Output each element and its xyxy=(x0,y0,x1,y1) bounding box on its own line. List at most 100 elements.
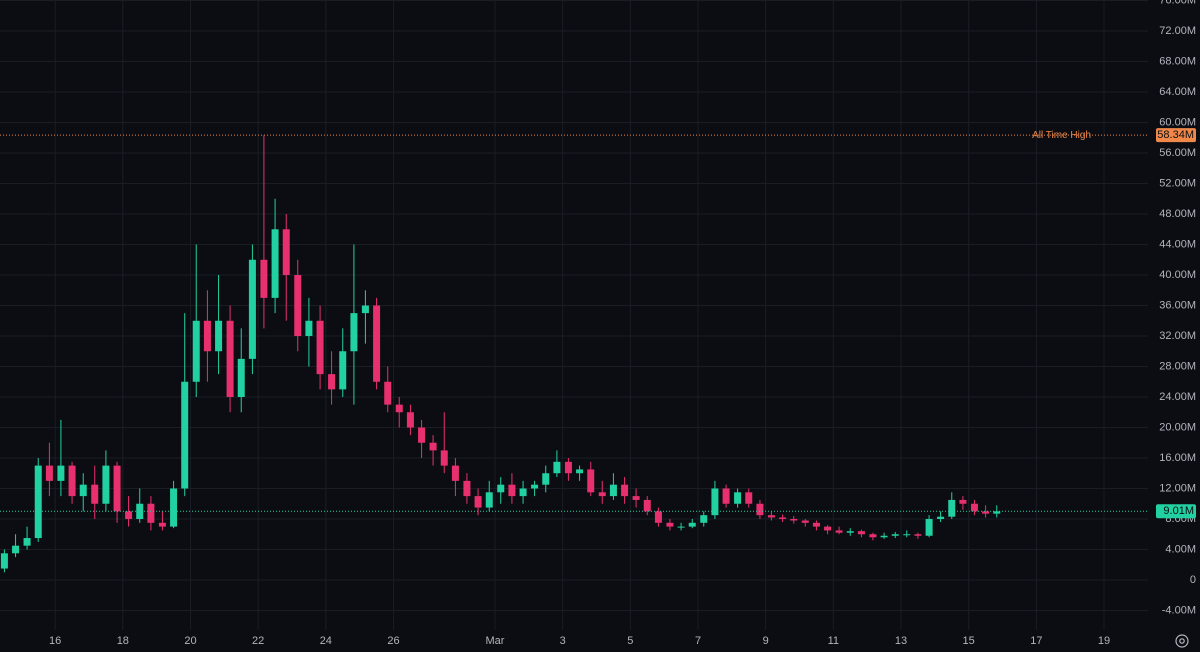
candle-body xyxy=(959,499,967,504)
candle-body xyxy=(688,522,696,527)
candle-body xyxy=(824,526,832,531)
candle-body xyxy=(903,534,911,536)
candle-body xyxy=(79,484,87,497)
x-tick-label: 15 xyxy=(963,635,975,647)
y-tick-label: 60.00M xyxy=(1159,116,1196,128)
candle-body xyxy=(982,511,990,514)
settings-icon[interactable] xyxy=(1175,634,1189,648)
candle-body xyxy=(203,320,211,352)
x-tick-label: 19 xyxy=(1098,635,1110,647)
candle-body xyxy=(970,503,978,512)
candle-body xyxy=(553,461,561,474)
settings-dot xyxy=(1179,638,1185,644)
candle-body xyxy=(767,515,775,518)
candle-body xyxy=(248,259,256,359)
candle-body xyxy=(102,465,110,504)
candle-body xyxy=(91,484,99,504)
candle-body xyxy=(226,320,234,397)
candle-body xyxy=(305,320,313,337)
candle-body xyxy=(519,488,527,497)
x-tick-label: 11 xyxy=(828,635,839,647)
candle-body xyxy=(474,496,482,508)
candle-body xyxy=(237,358,245,397)
candle-body xyxy=(993,511,1001,514)
candle-body xyxy=(654,511,662,523)
candle-body xyxy=(745,492,753,504)
x-tick-label: 7 xyxy=(695,635,701,647)
x-tick-label: 26 xyxy=(387,635,399,647)
candle-body xyxy=(429,442,437,451)
candle-body xyxy=(835,530,843,533)
price-line-text: All Time High xyxy=(1032,130,1091,141)
candle-body xyxy=(925,518,933,536)
y-tick-label: 72.00M xyxy=(1159,25,1196,37)
y-tick-label: 0 xyxy=(1190,574,1196,586)
y-tick-label: 4.00M xyxy=(1165,543,1196,555)
candle-body xyxy=(531,484,539,489)
candle-body xyxy=(711,488,719,516)
candle-body xyxy=(181,381,189,489)
candle-body xyxy=(350,313,358,352)
candle-body xyxy=(361,305,369,314)
candle-body xyxy=(857,531,865,535)
settings-ring xyxy=(1175,634,1189,648)
candle-body xyxy=(700,515,708,523)
y-tick-label: 32.00M xyxy=(1159,330,1196,342)
x-tick-label: 20 xyxy=(184,635,196,647)
candle-body xyxy=(497,484,505,493)
candle-body xyxy=(722,488,730,504)
candle-body xyxy=(485,492,493,508)
candle-body xyxy=(384,381,392,405)
candle-body xyxy=(316,320,324,375)
y-tick-label: 56.00M xyxy=(1159,147,1196,159)
candle-body xyxy=(621,484,629,497)
y-tick-label: 20.00M xyxy=(1159,421,1196,433)
y-tick-label: 40.00M xyxy=(1159,269,1196,281)
y-tick-label: 44.00M xyxy=(1159,238,1196,250)
x-tick-label: 3 xyxy=(560,635,566,647)
candle-body xyxy=(34,465,42,539)
candle-body xyxy=(463,480,471,497)
x-tick-label: 9 xyxy=(763,635,769,647)
x-tick-label: 22 xyxy=(252,635,264,647)
candle-body xyxy=(192,320,200,382)
candle-body xyxy=(395,404,403,413)
y-tick-label: 12.00M xyxy=(1159,482,1196,494)
candle-body xyxy=(587,469,595,493)
candle-body xyxy=(0,553,8,569)
candle-body xyxy=(271,229,279,298)
price-tag xyxy=(1156,128,1196,143)
candle-body xyxy=(576,469,584,474)
price-tag-label: 58.34M xyxy=(1157,129,1194,141)
candle-body xyxy=(158,522,166,527)
candle-body xyxy=(891,534,899,536)
y-tick-label: 48.00M xyxy=(1159,208,1196,220)
candle-body xyxy=(812,522,820,527)
candle-body xyxy=(125,511,133,519)
y-tick-label: 16.00M xyxy=(1159,452,1196,464)
candle-body xyxy=(869,534,877,538)
candle-body xyxy=(734,492,742,504)
candle-body xyxy=(45,465,53,481)
candle-body xyxy=(779,517,787,519)
candle-body xyxy=(440,450,448,466)
candle-body xyxy=(260,259,268,298)
x-tick-label: 5 xyxy=(627,635,633,647)
candle-body xyxy=(564,461,572,474)
candle-body xyxy=(801,520,809,523)
candle-body xyxy=(113,465,121,512)
candle-body xyxy=(632,496,640,500)
candle-body xyxy=(598,492,606,497)
y-tick-label: 28.00M xyxy=(1159,360,1196,372)
candles xyxy=(0,135,1001,573)
candle-body xyxy=(294,275,302,337)
x-tick-label: 17 xyxy=(1030,635,1042,647)
candle-body xyxy=(170,488,178,527)
y-tick-label: 52.00M xyxy=(1159,177,1196,189)
price-tag xyxy=(1156,504,1196,519)
candle-body xyxy=(609,484,617,497)
candle-body xyxy=(790,518,798,521)
